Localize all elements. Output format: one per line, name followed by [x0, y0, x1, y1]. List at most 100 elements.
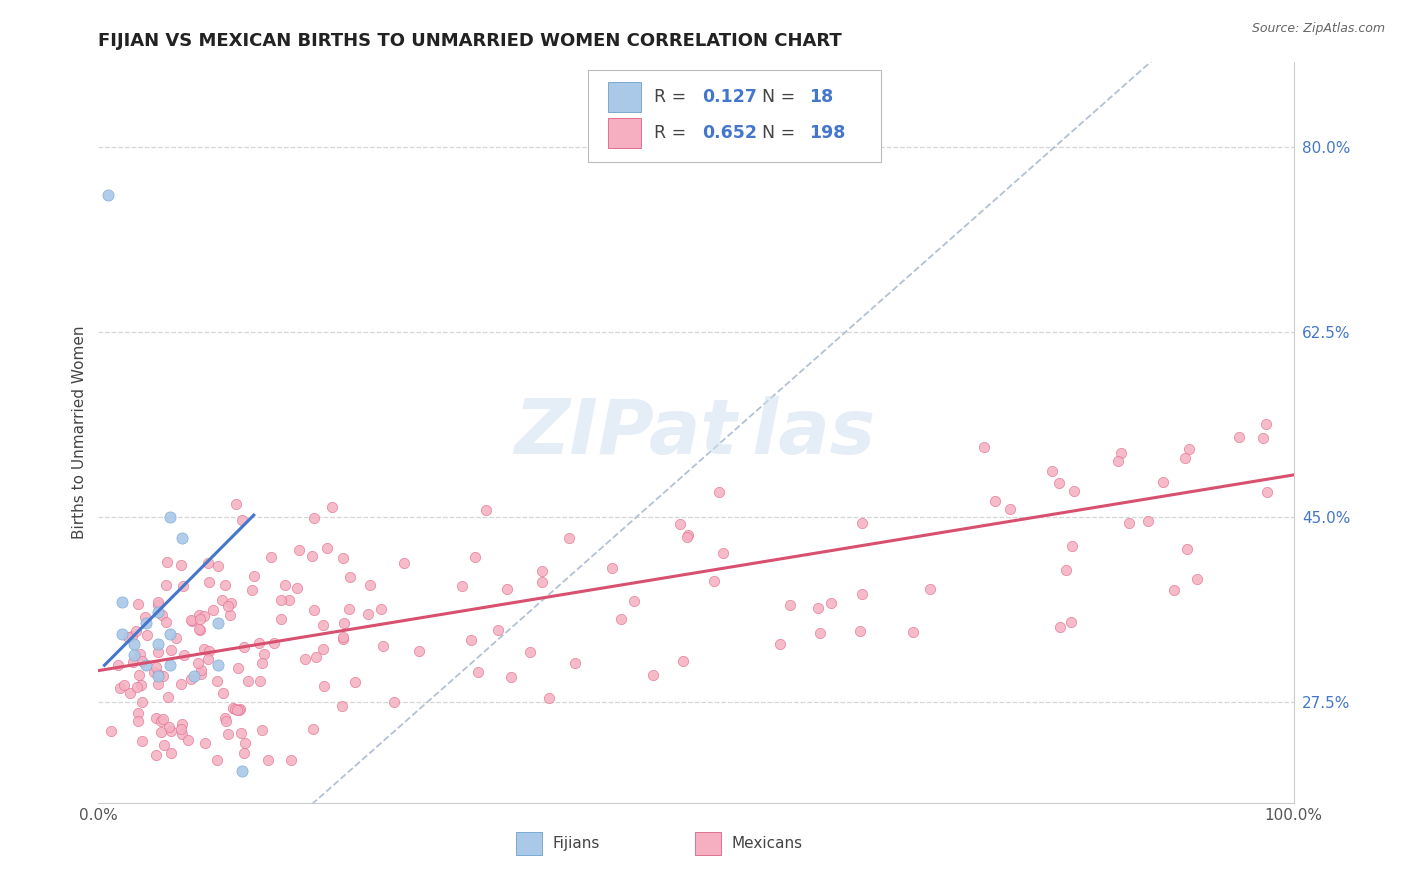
Point [157, 690, 180, 705]
Point [252, 723, 274, 737]
Point [495, 582, 517, 597]
Point [256, 754, 278, 768]
Point [1040, 464, 1063, 478]
Point [134, 610, 156, 624]
Point [302, 511, 325, 525]
Point [231, 764, 253, 778]
Point [231, 513, 253, 527]
Point [467, 665, 489, 679]
Point [1174, 450, 1197, 465]
Point [156, 555, 179, 569]
Point [280, 754, 302, 768]
Point [124, 637, 146, 651]
Point [219, 596, 242, 610]
Point [1063, 483, 1085, 498]
Point [901, 624, 924, 639]
Point [332, 632, 354, 647]
Point [260, 550, 283, 565]
Point [243, 569, 266, 583]
Point [135, 658, 157, 673]
Point [190, 667, 212, 681]
Point [170, 716, 193, 731]
Point [152, 738, 174, 752]
Point [233, 736, 256, 750]
Point [1137, 514, 1160, 528]
Point [1254, 417, 1277, 431]
Point [197, 574, 219, 589]
Text: Fijians: Fijians [553, 836, 600, 851]
Point [408, 644, 430, 658]
Point [285, 581, 308, 595]
Point [172, 532, 194, 546]
Point [146, 595, 169, 609]
Point [270, 612, 292, 626]
Point [537, 690, 560, 705]
Point [170, 727, 193, 741]
Text: ZIPat las: ZIPat las [516, 396, 876, 469]
Point [779, 598, 801, 612]
Point [557, 531, 579, 545]
Point [1060, 540, 1083, 554]
Point [124, 648, 146, 662]
Point [148, 669, 170, 683]
Point [973, 440, 995, 454]
Text: FIJIAN VS MEXICAN BIRTHS TO UNMARRIED WOMEN CORRELATION CHART: FIJIAN VS MEXICAN BIRTHS TO UNMARRIED WO… [98, 32, 842, 50]
Point [170, 558, 193, 572]
Point [146, 645, 169, 659]
Point [150, 724, 173, 739]
Point [337, 601, 360, 615]
Point [530, 564, 553, 578]
FancyBboxPatch shape [516, 831, 541, 855]
Point [214, 711, 236, 725]
Point [820, 596, 842, 610]
Point [1118, 516, 1140, 530]
Point [205, 673, 228, 688]
Point [112, 678, 135, 692]
Point [232, 746, 254, 760]
Point [1060, 615, 1083, 629]
Point [155, 615, 177, 630]
Text: 0.127: 0.127 [702, 88, 756, 106]
Point [499, 670, 522, 684]
Point [332, 630, 354, 644]
Point [190, 663, 212, 677]
Point [217, 727, 239, 741]
Point [146, 667, 169, 681]
Point [127, 706, 149, 720]
Point [600, 561, 623, 575]
Point [851, 587, 873, 601]
Point [111, 595, 134, 609]
Point [224, 702, 246, 716]
Point [160, 642, 183, 657]
Point [228, 703, 250, 717]
Point [343, 675, 366, 690]
Point [851, 516, 873, 530]
Point [998, 502, 1021, 516]
Point [332, 551, 354, 566]
Point [131, 734, 153, 748]
Point [188, 622, 211, 636]
Point [274, 578, 297, 592]
Point [1049, 620, 1071, 634]
Point [187, 608, 209, 623]
Point [236, 674, 259, 689]
FancyBboxPatch shape [695, 831, 721, 855]
Point [475, 502, 498, 516]
Point [188, 612, 211, 626]
Point [339, 570, 361, 584]
Point [183, 669, 205, 683]
Point [207, 658, 229, 673]
Point [711, 546, 734, 560]
Point [152, 669, 174, 683]
Point [145, 711, 167, 725]
Point [194, 736, 217, 750]
Point [207, 559, 229, 574]
Point [228, 701, 250, 715]
Point [127, 597, 149, 611]
Point [676, 527, 699, 541]
Text: R =: R = [654, 88, 692, 106]
Point [148, 637, 170, 651]
Point [807, 600, 830, 615]
Point [180, 614, 202, 628]
Point [152, 712, 174, 726]
